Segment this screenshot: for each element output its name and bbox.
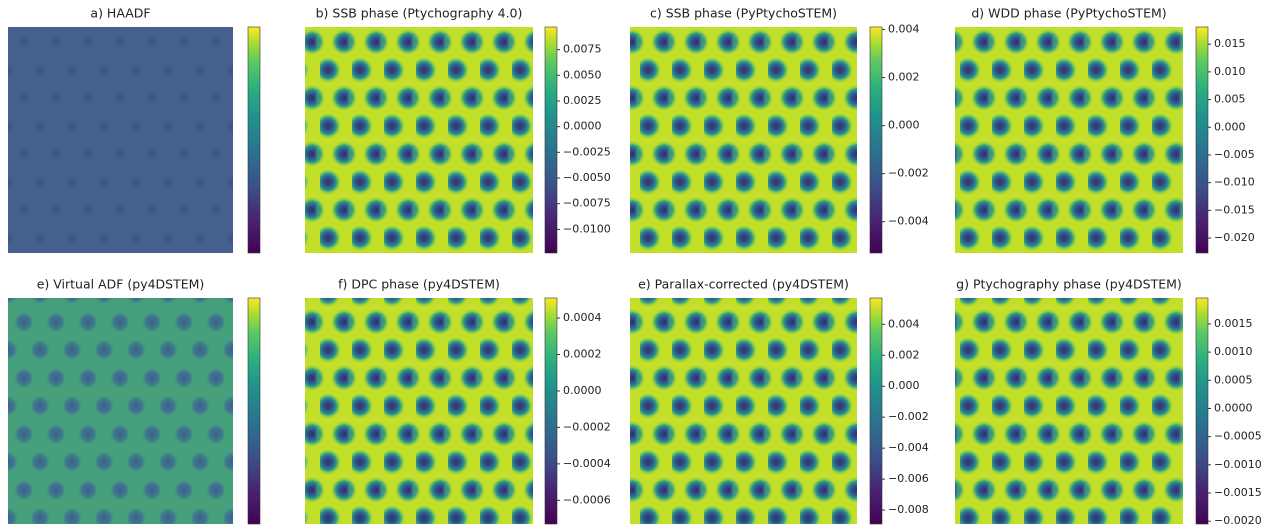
colorbar-tick-label: 0.0000 <box>563 120 602 133</box>
image <box>955 27 1183 253</box>
colorbar-tick-label: −0.006 <box>888 472 929 485</box>
image <box>305 27 533 253</box>
colorbar-tick-label: 0.000 <box>1214 120 1246 133</box>
colorbar-tick-label: 0.002 <box>888 348 920 361</box>
colorbar-tick-label: −0.0010 <box>1214 458 1262 471</box>
colorbar-tick-label: 0.000 <box>888 379 920 392</box>
colorbar <box>870 27 882 253</box>
colorbar-tick-label: 0.010 <box>1214 65 1246 78</box>
colorbar-tick-label: −0.015 <box>1214 203 1255 216</box>
colorbar-tick-label: 0.0000 <box>563 384 602 397</box>
colorbar-tick-label: −0.010 <box>1214 176 1255 189</box>
panel-title: d) WDD phase (PyPtychoSTEM) <box>971 6 1166 21</box>
image <box>955 298 1183 524</box>
panel-title: g) Ptychography phase (py4DSTEM) <box>956 277 1182 292</box>
colorbar-tick-label: −0.0025 <box>563 145 611 158</box>
image <box>8 298 233 524</box>
colorbar-tick-label: −0.004 <box>888 215 929 228</box>
colorbar-tick-label: −0.002 <box>888 167 929 180</box>
colorbar-tick-label: −0.005 <box>1214 148 1255 161</box>
panel-title: e) Parallax-corrected (py4DSTEM) <box>638 277 849 292</box>
colorbar-tick-label: 0.0002 <box>563 348 602 361</box>
colorbar-tick-label: 0.0050 <box>563 68 602 81</box>
panel-title: e) Virtual ADF (py4DSTEM) <box>37 277 205 292</box>
colorbar-tick-label: −0.0004 <box>563 457 611 470</box>
colorbar-tick-label: −0.0020 <box>1214 514 1262 526</box>
image <box>305 298 533 524</box>
colorbar-tick-label: 0.004 <box>888 317 920 330</box>
colorbar <box>1196 298 1208 524</box>
panel-title: c) SSB phase (PyPtychoSTEM) <box>650 6 837 21</box>
colorbar-tick-label: 0.0025 <box>563 94 602 107</box>
colorbar <box>870 298 882 524</box>
colorbar-tick-label: 0.0075 <box>563 43 602 56</box>
colorbar-tick-label: −0.0100 <box>563 222 611 235</box>
image <box>8 27 233 253</box>
colorbar <box>248 27 260 253</box>
colorbar-tick-label: 0.002 <box>888 70 920 83</box>
colorbar <box>545 298 557 524</box>
image <box>630 298 857 524</box>
colorbar-tick-label: −0.0050 <box>563 171 611 184</box>
colorbar-tick-label: −0.004 <box>888 441 929 454</box>
colorbar <box>248 298 260 524</box>
colorbar-tick-label: −0.002 <box>888 410 929 423</box>
colorbar-tick-label: −0.0005 <box>1214 430 1262 443</box>
panel-title: f) DPC phase (py4DSTEM) <box>338 277 500 292</box>
colorbar-tick-label: −0.008 <box>888 503 929 516</box>
colorbar-tick-label: 0.005 <box>1214 93 1246 106</box>
colorbar-tick-label: 0.0005 <box>1214 373 1253 386</box>
colorbar-tick-label: 0.004 <box>888 22 920 35</box>
colorbar-tick-label: −0.0006 <box>563 493 611 506</box>
colorbar <box>545 27 557 253</box>
colorbar-tick-label: 0.015 <box>1214 37 1246 50</box>
image <box>630 27 857 253</box>
colorbar-tick-label: −0.0075 <box>563 197 611 210</box>
colorbar-tick-label: 0.0015 <box>1214 317 1253 330</box>
colorbar-tick-label: −0.0002 <box>563 420 611 433</box>
colorbar-tick-label: 0.0004 <box>563 311 602 324</box>
panel-title: b) SSB phase (Ptychography 4.0) <box>316 6 523 21</box>
colorbar <box>1196 27 1208 253</box>
panel-title: a) HAADF <box>90 6 150 21</box>
colorbar-tick-label: 0.000 <box>888 119 920 132</box>
figure: a) HAADF b) SSB phase (Ptychography 4.0) −… <box>0 0 1271 526</box>
colorbar-tick-label: −0.0015 <box>1214 486 1262 499</box>
colorbar-tick-label: 0.0000 <box>1214 401 1253 414</box>
colorbar-tick-label: −0.020 <box>1214 231 1255 244</box>
colorbar-tick-label: 0.0010 <box>1214 345 1253 358</box>
